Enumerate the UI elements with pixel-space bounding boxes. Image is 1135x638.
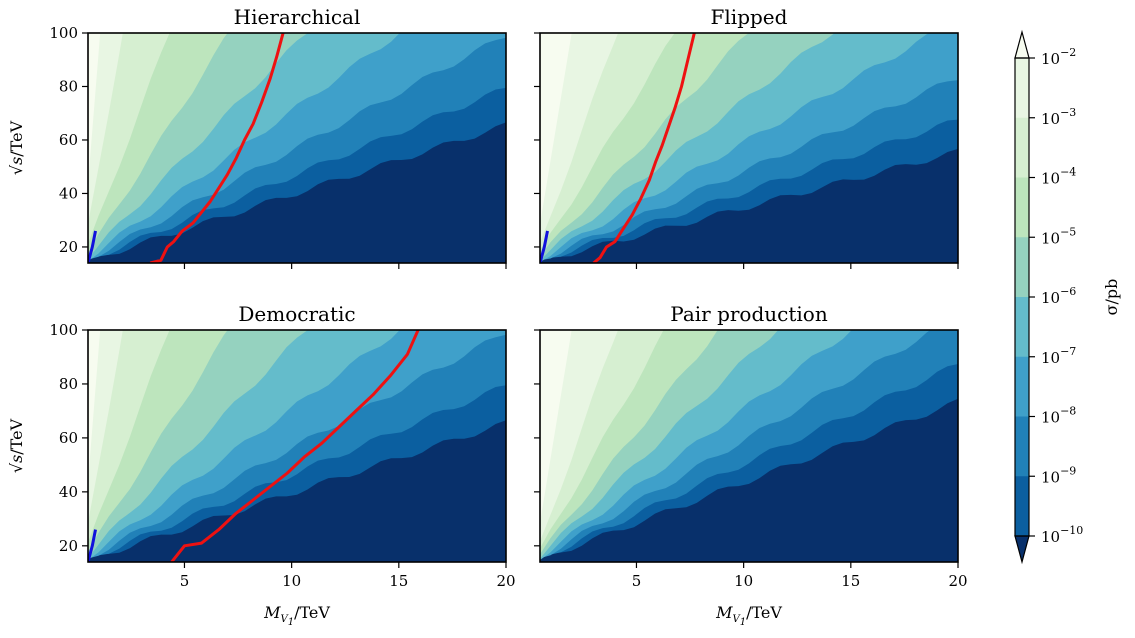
colorbar-band [1015,177,1029,238]
axes-frame [539,32,959,264]
colorbar-tick-label: 10−6 [1041,285,1076,307]
colorbar-tick-label: 10−10 [1041,524,1083,546]
axes-frame [87,329,507,563]
y-tick-label: 100 [49,24,78,42]
y-axis-label: √s/TeV [7,418,26,473]
colorbar-extend-top [1014,29,1030,59]
red-contour-line [170,330,420,562]
blue-contour-line [88,529,97,562]
x-tick-label: 20 [496,572,515,590]
axes-frame [539,329,959,563]
y-tick-label: 100 [49,321,78,339]
contour-area [540,330,958,562]
blue-contour-line [540,230,549,263]
x-axis-label: MV1/TeV [715,603,782,628]
contour-band [540,33,572,225]
y-tick-label: 80 [59,77,78,95]
y-tick-label: 60 [59,429,78,447]
panel-title: Flipped [711,5,788,29]
colorbar-tick-label: 10−7 [1041,345,1076,367]
y-axis-label: √s/TeV [7,120,26,175]
panel-3: Pair production 5 10 15 20 MV1/TeV [534,302,968,628]
colorbar-band [1015,58,1029,119]
y-tick-label: 20 [59,238,78,256]
x-tick-label: 10 [282,572,301,590]
colorbar-tick-label: 10−9 [1041,464,1076,486]
colorbar-tick-label: 10−4 [1041,166,1076,188]
y-tick-label: 20 [59,537,78,555]
colorbar-band [1015,476,1029,537]
y-tick-label: 60 [59,131,78,149]
x-tick-label: 5 [180,572,190,590]
contour-band [88,33,123,224]
colorbar-band [1015,356,1029,417]
colorbar-tick-label: 10−8 [1041,405,1076,427]
contour-band [540,330,572,523]
panel-title: Pair production [670,302,828,326]
panel-title: Hierarchical [234,5,361,29]
contour-band [88,330,123,523]
x-tick-label: 10 [734,572,753,590]
contour-band [88,330,101,482]
y-tick-label: 40 [59,483,78,501]
panel-title: Democratic [238,302,355,326]
colorbar: 10−2 10−3 10−4 10−5 10−6 10−7 10−8 10−9 10−10 σ/p… [1014,29,1121,565]
colorbar-band [1015,237,1029,298]
contour-area [88,330,506,562]
panel-2: Democratic 5 10 15 20 20 40 60 80 100 MV1/TeV √s/Te… [7,302,516,628]
contour-area [88,33,506,263]
x-tick-label: 20 [948,572,967,590]
contour-band [88,33,101,184]
colorbar-band [1015,117,1029,178]
panel-0: Hierarchical 20 40 60 80 100 √s/TeV [7,5,507,269]
axes-frame [87,32,507,264]
x-tick-label: 5 [632,572,642,590]
panel-1: Flipped [534,5,959,269]
red-contour-line [592,33,696,263]
colorbar-band [1015,416,1029,477]
y-tick-label: 40 [59,184,78,202]
colorbar-tick-label: 10−3 [1041,106,1076,128]
red-contour-line [149,33,285,263]
x-axis-label: MV1/TeV [263,603,330,628]
x-tick-label: 15 [389,572,408,590]
contour-area [540,33,958,263]
colorbar-label: σ/pb [1102,279,1121,316]
colorbar-band [1015,297,1029,358]
colorbar-tick-label: 10−2 [1041,46,1076,68]
x-tick-label: 15 [841,572,860,590]
y-tick-label: 80 [59,375,78,393]
colorbar-tick-label: 10−5 [1041,225,1076,247]
blue-contour-line [88,230,97,263]
colorbar-extend-bottom [1014,535,1030,565]
